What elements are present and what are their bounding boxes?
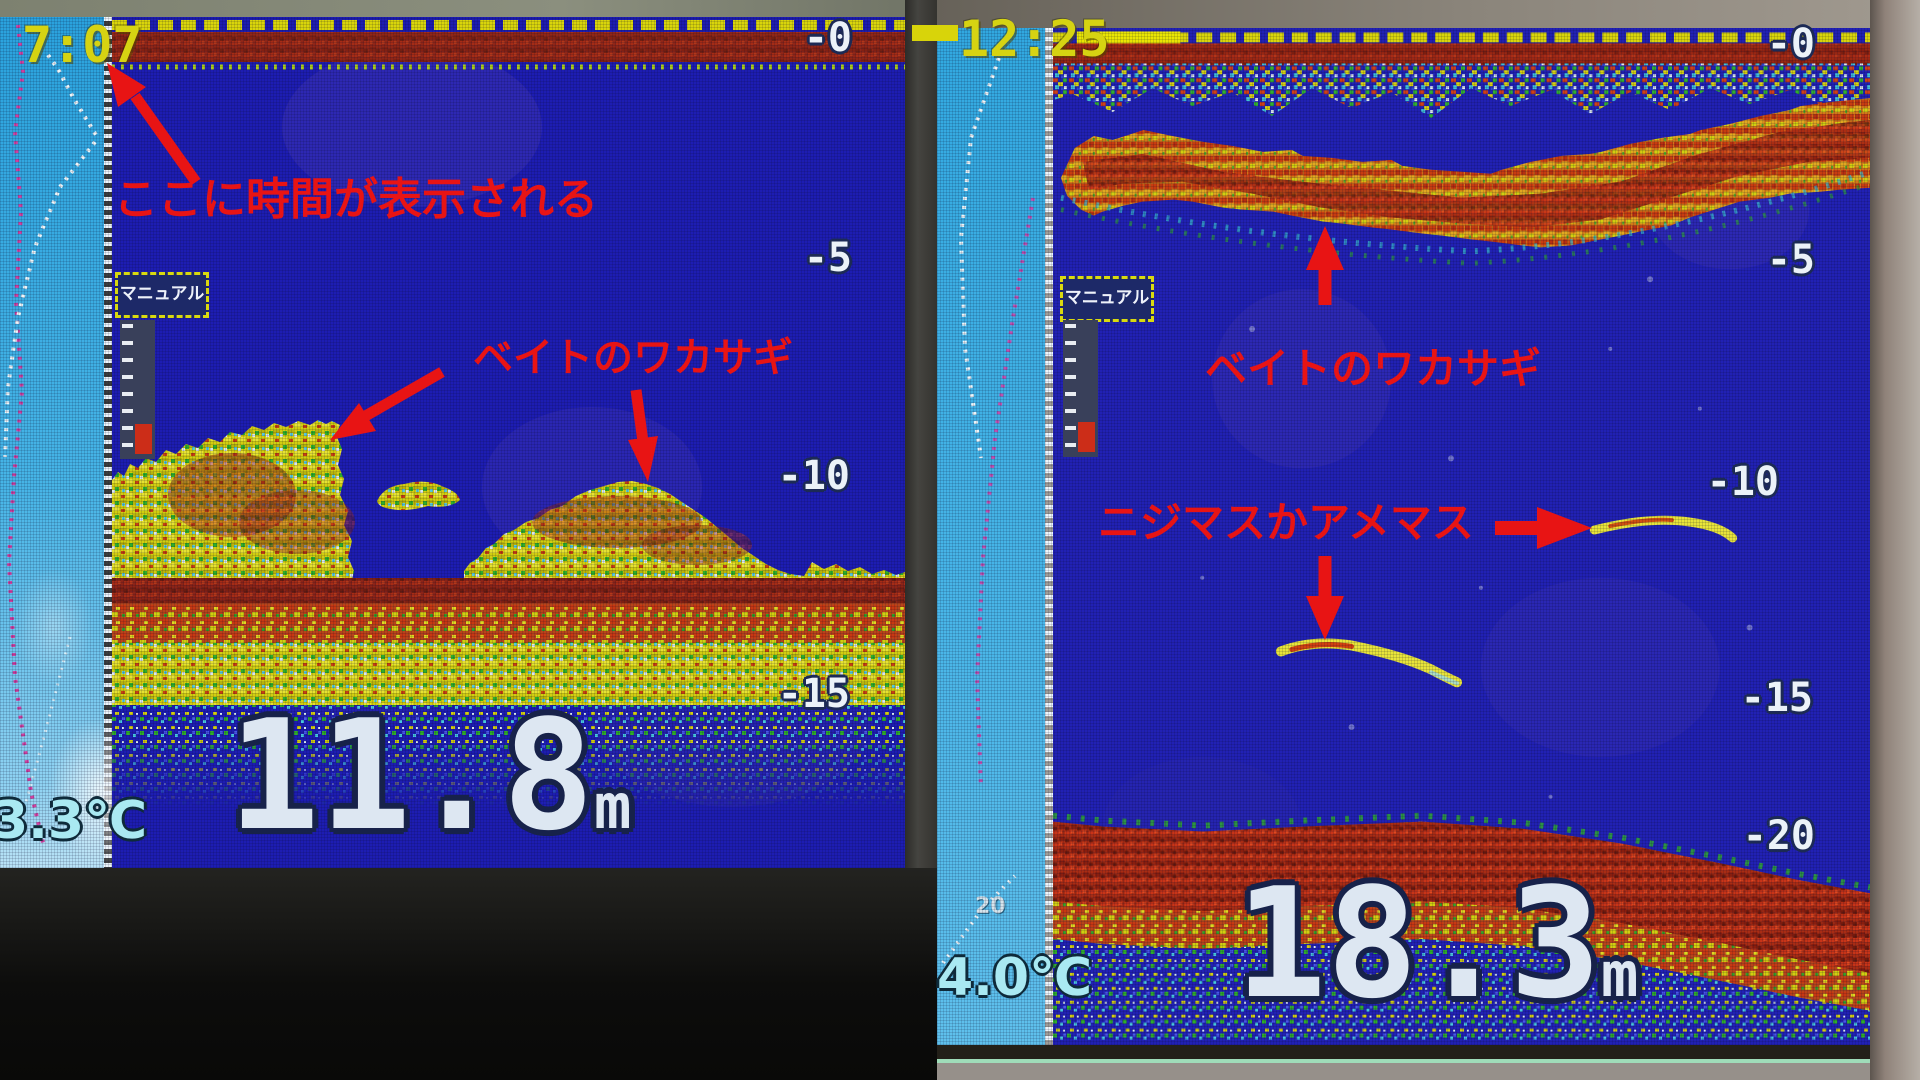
left-annotation-bait-note: ベイトのワカサギ	[473, 336, 793, 380]
left-gain-bar	[120, 320, 155, 459]
right-depth-tick-5: -5	[1766, 237, 1815, 283]
left-depth-tick-5: -5	[803, 235, 852, 281]
lens-flare-small	[14, 567, 94, 687]
gain-level-indicator	[135, 424, 152, 454]
right-sonar-area	[1053, 28, 1870, 1045]
left-mode-badge: マニュアル	[115, 272, 209, 318]
right-annotation-fish-note: ニジマスかアメマス	[1098, 499, 1474, 546]
left-sonar-area	[112, 17, 905, 868]
surface-line-fragment	[912, 25, 958, 41]
left-depth-tick-15: -15	[777, 671, 850, 717]
left-fishfinder-screen: 7:07 マニュアル -0 -5 -10 -15 11.8m 3.3℃ ここに時…	[0, 0, 937, 1080]
left-sonar-texture	[112, 17, 905, 868]
left-depth-value: 11.8	[228, 687, 595, 864]
right-map-sonar-divider	[1045, 28, 1053, 1045]
gain-level-indicator	[1078, 422, 1095, 452]
right-sonar-texture	[1053, 30, 1870, 1043]
right-fishfinder-screen: 20	[937, 0, 1920, 1080]
right-depth-tick-0: -0	[1766, 21, 1815, 67]
left-top-bezel	[0, 0, 937, 17]
right-map-strip: 20	[937, 28, 1045, 1045]
left-annotation-time-note: ここに時間が表示される	[114, 175, 598, 224]
right-depth-unit: m	[1601, 938, 1639, 1011]
right-gain-bar	[1063, 320, 1098, 457]
left-depth-readout: 11.8m	[228, 700, 631, 852]
right-map-contours	[941, 57, 1035, 965]
left-depth-unit: m	[594, 770, 632, 843]
right-bottom-bezel-dark	[937, 1045, 1870, 1059]
left-bottom-bezel	[0, 868, 937, 1080]
right-clock: 12:25	[959, 10, 1110, 68]
left-depth-tick-0: -0	[803, 15, 852, 61]
right-depth-tick-10: -10	[1706, 459, 1779, 505]
left-map-strip	[0, 17, 158, 868]
right-depth-tick-15: -15	[1740, 675, 1813, 721]
left-clock: 7:07	[22, 16, 143, 74]
left-depth-tick-10: -10	[777, 453, 850, 499]
right-mode-badge: マニュアル	[1060, 276, 1154, 322]
gain-tick-marks	[122, 324, 133, 455]
map-contour-depth-label: 20	[975, 894, 1006, 919]
right-bottom-bezel-gray	[937, 1063, 1870, 1080]
right-water-temp: 4.0℃	[937, 948, 1093, 1008]
right-depth-tick-20: -20	[1742, 813, 1815, 859]
left-map-contours	[3, 24, 98, 848]
right-depth-readout: 18.3m	[1235, 868, 1638, 1020]
left-water-temp: 3.3℃	[0, 791, 148, 851]
right-right-bezel	[1870, 0, 1920, 1080]
gain-tick-marks	[1065, 324, 1076, 453]
right-bottom-bezel-highlight	[937, 1059, 1870, 1063]
right-annotation-bait-note: ベイトのワカサギ	[1205, 345, 1542, 392]
left-map-sonar-divider	[104, 17, 112, 868]
right-top-bezel	[937, 0, 1920, 28]
right-depth-value: 18.3	[1235, 855, 1602, 1032]
